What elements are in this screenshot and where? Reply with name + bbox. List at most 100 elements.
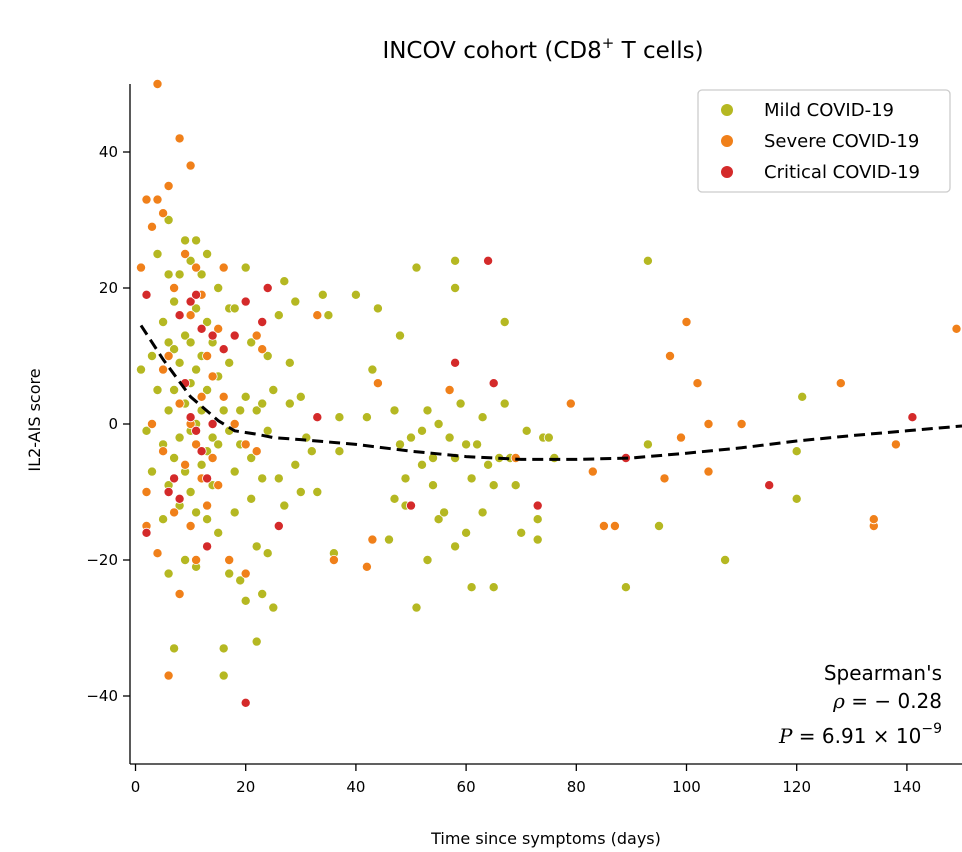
data-point-critical: [483, 255, 494, 266]
data-point-mild: [472, 439, 483, 450]
data-point-mild: [642, 255, 653, 266]
data-point-severe: [163, 180, 174, 191]
data-point-mild: [180, 555, 191, 566]
data-point-mild: [235, 405, 246, 416]
data-point-mild: [229, 303, 240, 314]
data-point-mild: [196, 269, 207, 280]
x-tick-label: 120: [782, 778, 811, 796]
data-point-mild: [169, 643, 180, 654]
data-point-mild: [213, 282, 224, 293]
data-point-mild: [372, 303, 383, 314]
data-point-mild: [246, 452, 257, 463]
legend-marker-critical: [721, 166, 733, 178]
data-point-critical: [174, 493, 185, 504]
data-point-mild: [295, 391, 306, 402]
data-point-severe: [692, 378, 703, 389]
data-point-mild: [262, 425, 273, 436]
data-point-critical: [191, 289, 202, 300]
data-point-critical: [207, 418, 218, 429]
spearman-annotation: Spearman's ρ = − 0.28 P = 6.91 × 10−9: [778, 661, 942, 748]
y-tick-label: −20: [86, 551, 118, 569]
data-point-severe: [676, 432, 687, 443]
data-point-mild: [416, 425, 427, 436]
data-point-mild: [791, 493, 802, 504]
data-point-mild: [196, 459, 207, 470]
data-point-mild: [427, 480, 438, 491]
data-point-mild: [290, 459, 301, 470]
data-point-mild: [213, 439, 224, 450]
data-point-severe: [213, 480, 224, 491]
data-point-mild: [350, 289, 361, 300]
data-point-critical: [185, 296, 196, 307]
data-point-critical: [218, 344, 229, 355]
data-point-mild: [202, 514, 213, 525]
data-point-mild: [400, 473, 411, 484]
data-point-severe: [736, 418, 747, 429]
data-point-critical: [262, 282, 273, 293]
data-point-severe: [152, 79, 163, 90]
data-point-mild: [257, 589, 268, 600]
data-point-mild: [411, 262, 422, 273]
data-point-mild: [290, 296, 301, 307]
data-point-mild: [268, 384, 279, 395]
data-point-mild: [224, 568, 235, 579]
data-point-mild: [240, 262, 251, 273]
data-point-mild: [229, 507, 240, 518]
data-point-severe: [240, 568, 251, 579]
data-point-mild: [174, 432, 185, 443]
data-point-mild: [516, 527, 527, 538]
data-point-mild: [158, 514, 169, 525]
y-tick-label: 40: [99, 143, 118, 161]
data-point-mild: [163, 269, 174, 280]
chart-title-main: INCOV cohort (CD8: [382, 38, 601, 64]
data-point-severe: [367, 534, 378, 545]
data-point-severe: [951, 323, 962, 334]
chart-title: INCOV cohort (CD8+ T cells): [382, 34, 703, 64]
data-point-mild: [488, 582, 499, 593]
data-point-severe: [174, 398, 185, 409]
y-axis-label: IL2-AIS score: [25, 368, 44, 471]
data-point-mild: [461, 527, 472, 538]
annotation-rho: ρ = − 0.28: [832, 689, 942, 713]
data-point-severe: [240, 439, 251, 450]
data-point-mild: [394, 439, 405, 450]
data-point-mild: [510, 480, 521, 491]
x-tick-label: 40: [346, 778, 365, 796]
data-point-mild: [411, 602, 422, 613]
data-point-mild: [152, 384, 163, 395]
data-point-mild: [191, 303, 202, 314]
data-point-severe: [207, 371, 218, 382]
data-point-mild: [240, 391, 251, 402]
data-point-mild: [477, 412, 488, 423]
data-point-severe: [835, 378, 846, 389]
data-point-severe: [659, 473, 670, 484]
legend: Mild COVID-19 Severe COVID-19 Critical C…: [697, 89, 951, 193]
data-point-severe: [169, 282, 180, 293]
data-point-mild: [246, 337, 257, 348]
data-point-severe: [163, 670, 174, 681]
data-point-severe: [681, 316, 692, 327]
data-point-severe: [218, 262, 229, 273]
data-point-mild: [797, 391, 808, 402]
data-point-critical: [257, 316, 268, 327]
data-point-mild: [262, 548, 273, 559]
data-point-mild: [169, 384, 180, 395]
data-point-severe: [598, 521, 609, 532]
p-exponent: −9: [921, 721, 942, 737]
data-point-mild: [251, 405, 262, 416]
data-point-mild: [323, 310, 334, 321]
data-point-critical: [196, 446, 207, 457]
data-point-critical: [273, 521, 284, 532]
data-point-mild: [135, 364, 146, 375]
data-point-severe: [312, 310, 323, 321]
data-point-mild: [169, 296, 180, 307]
rho-symbol: ρ: [832, 689, 845, 713]
data-point-mild: [521, 425, 532, 436]
data-point-mild: [180, 235, 191, 246]
data-point-mild: [455, 398, 466, 409]
annotation-line1: Spearman's: [824, 661, 942, 685]
data-point-mild: [532, 514, 543, 525]
points-layer: [135, 79, 962, 708]
data-point-mild: [499, 316, 510, 327]
legend-marker-severe: [721, 135, 733, 147]
